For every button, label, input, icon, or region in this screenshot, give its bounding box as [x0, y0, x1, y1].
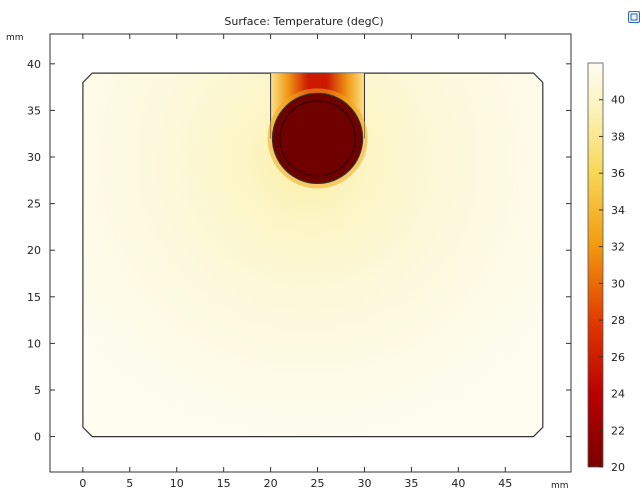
colorbar-ticks: 20 22 24 26 28 30 32 34 36 38 40	[599, 94, 625, 474]
colorbar-tick-label: 28	[611, 314, 625, 327]
y-axis: 0 5 10 15 20 25 30 35 40	[27, 58, 571, 444]
y-tick-label: 5	[34, 384, 41, 397]
colorbar-tick-label: 32	[611, 241, 625, 254]
rod-inner-circle	[279, 100, 356, 177]
y-tick-label: 10	[27, 337, 41, 350]
y-tick-label: 30	[27, 151, 41, 164]
colorbar-tick-label: 26	[611, 351, 625, 364]
x-tick-label: 30	[357, 477, 371, 489]
x-tick-label: 45	[498, 477, 512, 489]
y-axis-unit-label: mm	[6, 33, 24, 43]
colorbar-tick-label: 20	[611, 461, 625, 474]
x-tick-label: 40	[451, 477, 465, 489]
plot-content	[82, 72, 544, 438]
y-tick-label: 40	[27, 58, 41, 71]
colorbar-gradient	[587, 62, 604, 468]
colorbar-tick-label: 34	[611, 204, 625, 217]
x-tick-label: 25	[311, 477, 325, 489]
y-tick-label: 20	[27, 244, 41, 257]
colorbar-tick-label: 40	[611, 94, 625, 107]
domain-boundary	[82, 72, 544, 438]
colorbar-tick-label: 38	[611, 130, 625, 143]
x-tick-label: 15	[217, 477, 231, 489]
x-axis-unit-label: mm	[551, 481, 569, 489]
colorbar-tick-label: 22	[611, 424, 625, 437]
x-axis: 0 5 10 15 20 25 30 35 40 45	[79, 34, 512, 489]
colorbar: 20 22 24 26 28 30 32 34 36 38 40	[587, 62, 625, 474]
x-tick-label: 5	[126, 477, 133, 489]
y-tick-label: 15	[27, 291, 41, 304]
x-tick-label: 20	[264, 477, 278, 489]
x-tick-label: 35	[404, 477, 418, 489]
x-tick-label: 10	[170, 477, 184, 489]
colorbar-tick-label: 36	[611, 167, 625, 180]
y-tick-label: 0	[34, 431, 41, 444]
colorbar-tick-label: 24	[611, 388, 625, 401]
x-tick-label: 0	[79, 477, 86, 489]
plot-title: Surface: Temperature (degC)	[224, 15, 383, 28]
y-tick-label: 25	[27, 198, 41, 211]
y-tick-label: 35	[27, 104, 41, 117]
colorbar-tick-label: 30	[611, 277, 625, 290]
window-corner-icon[interactable]	[628, 11, 640, 23]
